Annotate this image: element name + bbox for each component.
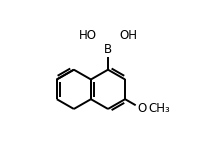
Text: HO: HO (79, 29, 97, 42)
Text: CH₃: CH₃ (148, 102, 170, 115)
Text: OH: OH (119, 29, 137, 42)
Text: B: B (104, 43, 112, 56)
Text: O: O (138, 102, 147, 115)
